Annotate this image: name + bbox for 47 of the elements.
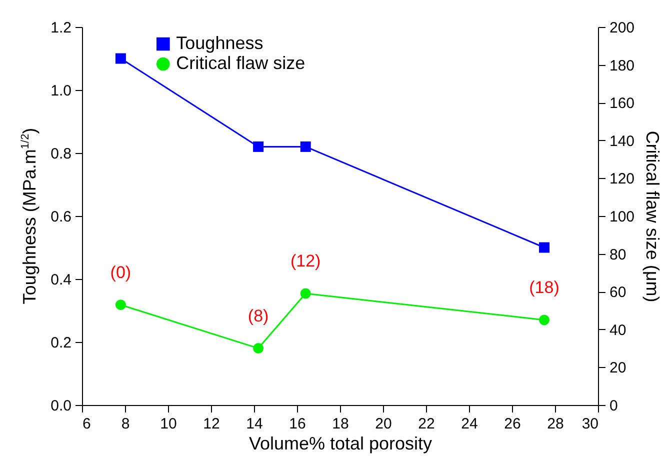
y2-tick-label: 120 [610, 170, 635, 188]
y2-tick-label: 0 [610, 398, 618, 414]
point [300, 141, 311, 152]
point [539, 314, 550, 326]
x-tick-label: 10 [160, 416, 177, 432]
x-tick-label: 18 [332, 416, 349, 432]
x-tick-label: 14 [246, 416, 263, 432]
y-tick-label: 0.2 [50, 334, 72, 352]
y2-tick-label: 20 [610, 360, 626, 377]
x-tick-label: 12 [203, 416, 220, 432]
y2-tick-label: 160 [610, 95, 635, 112]
point [115, 300, 126, 310]
y2-tick-label: 80 [610, 246, 626, 264]
point [539, 242, 550, 253]
annotation: (0) [110, 262, 132, 282]
x-tick-label: 26 [504, 416, 521, 432]
y-tick-label: 0.6 [50, 208, 72, 226]
point [115, 53, 126, 64]
x-tick-label: 20 [375, 416, 392, 432]
y2-tick-label: 100 [610, 208, 635, 226]
x-tick-label: 16 [289, 416, 306, 432]
point [300, 288, 311, 299]
annotation: (8) [248, 306, 269, 326]
legend-label: Toughness [176, 33, 264, 53]
point [253, 141, 264, 152]
y-tick-label: 0.4 [50, 272, 72, 288]
x-axis-title: Volume% total porosity [248, 434, 432, 454]
legend-label: Critical flaw size [176, 53, 306, 73]
x-tick-label: 28 [547, 416, 564, 432]
annotation: (12) [290, 251, 321, 270]
y-tick-label: 1.2 [50, 20, 72, 36]
y2-axis-title: Critical flaw size (μm) [642, 130, 663, 302]
x-tick-label: 30 [582, 416, 598, 432]
x-tick-label: 22 [418, 416, 435, 432]
x-tick-label: 24 [461, 416, 478, 432]
y2-tick-label: 40 [610, 322, 626, 339]
y2-tick-label: 60 [610, 284, 626, 302]
annotation: (18) [529, 278, 560, 297]
y2-tick-label: 200 [610, 20, 635, 36]
y2-tick-label: 180 [610, 57, 635, 74]
y-tick-label: 0.8 [50, 146, 72, 162]
x-tick-label: 6 [82, 416, 91, 432]
y2-tick-label: 140 [610, 132, 635, 150]
point [253, 343, 264, 354]
x-tick-label: 8 [121, 416, 130, 432]
y-tick-label: 0.0 [50, 398, 72, 414]
y-tick-label: 1.0 [50, 82, 72, 100]
